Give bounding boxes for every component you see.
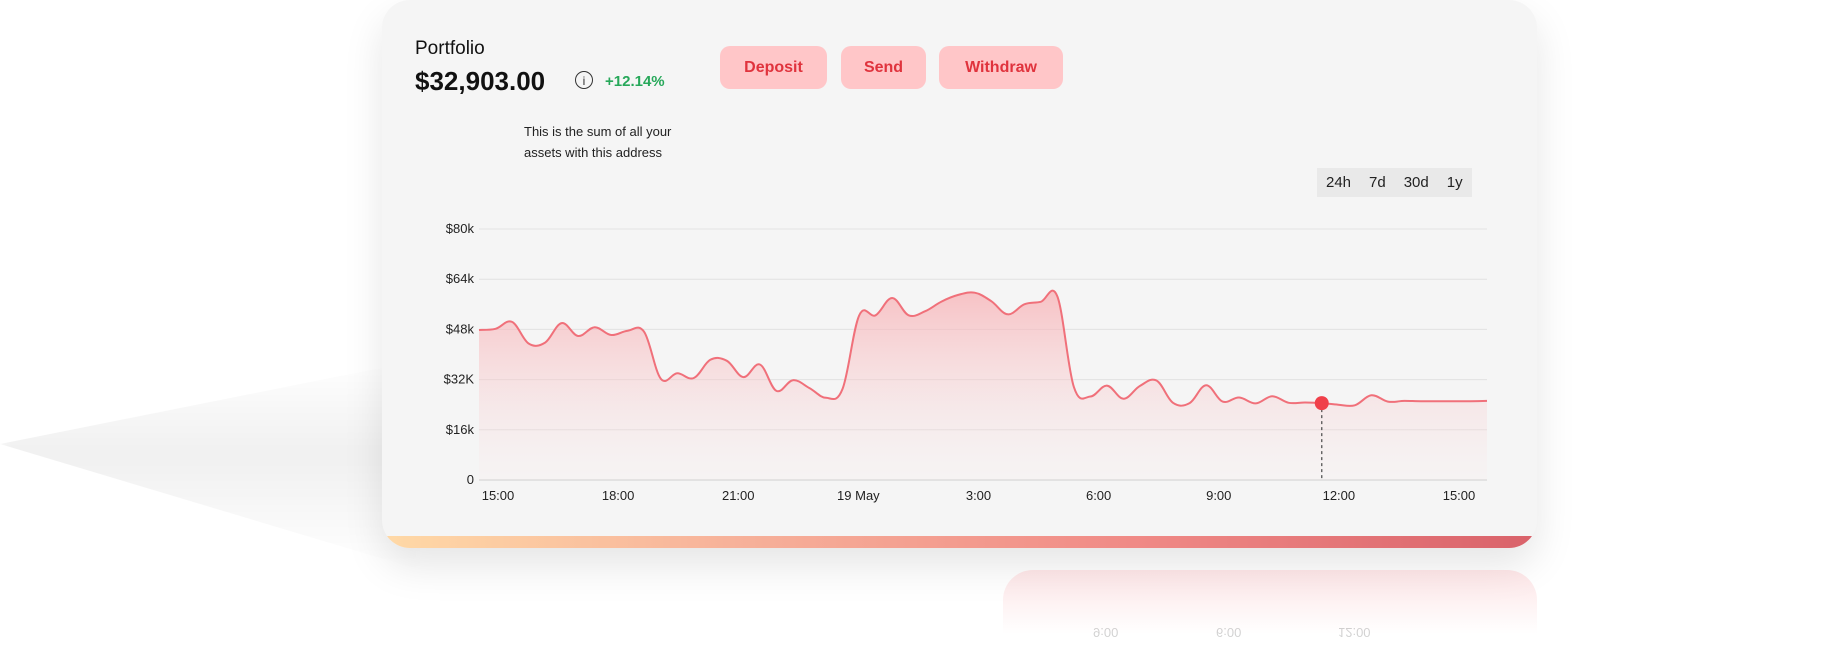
range-30d[interactable]: 30d [1394,168,1438,197]
x-tick-label: 6:00 [1086,488,1111,503]
range-1y[interactable]: 1y [1437,168,1472,197]
range-24h[interactable]: 24h [1317,168,1361,197]
card-reflection: 9:00 6:00 12:00 [1003,570,1537,650]
reflection-label: 12:00 [1338,625,1371,640]
chart-marker[interactable] [1314,396,1329,411]
x-tick-label: 21:00 [722,488,755,503]
x-tick-label: 18:00 [602,488,635,503]
y-tick-label: $32K [444,372,475,387]
reflection-label: 6:00 [1216,625,1242,640]
y-tick-label: $48k [446,321,475,336]
x-tick-label: 12:00 [1323,488,1356,503]
portfolio-chart: 0 $16k $32K $48k $64k $80k 15:00 18:00 21:00 19 … [444,221,1488,503]
x-tick-label: 15:00 [482,488,515,503]
x-tick-label: 9:00 [1206,488,1231,503]
x-tick-label: 19 May [837,488,880,503]
y-tick-label: $80k [446,221,475,236]
deposit-button[interactable]: Deposit [720,46,827,89]
y-tick-label: $16k [446,422,475,437]
y-tick-label: $64k [446,271,475,286]
chart-area [479,290,1487,480]
info-icon[interactable]: i [575,71,593,89]
send-button[interactable]: Send [841,46,926,89]
range-7d[interactable]: 7d [1360,168,1395,197]
range-selector: 24h 7d 30d 1y [1317,168,1472,197]
y-tick-label: 0 [467,472,474,487]
x-tick-label: 3:00 [966,488,991,503]
portfolio-card: Portfolio $32,903.00 i +12.14% Deposit S… [382,0,1537,548]
withdraw-button[interactable]: Withdraw [939,46,1063,89]
x-axis: 15:00 18:00 21:00 19 May 3:00 6:00 9:00 12:00 15… [482,488,1476,503]
y-axis: 0 $16k $32K $48k $64k $80k [444,221,475,487]
portfolio-value: $32,903.00 [415,66,546,96]
portfolio-label: Portfolio [415,38,485,59]
info-tooltip: This is the sum of all your assets with … [524,124,672,160]
portfolio-change: +12.14% [605,73,665,90]
card-shadow [0,360,420,570]
reflection-label: 9:00 [1093,625,1119,640]
x-tick-label: 15:00 [1443,488,1476,503]
